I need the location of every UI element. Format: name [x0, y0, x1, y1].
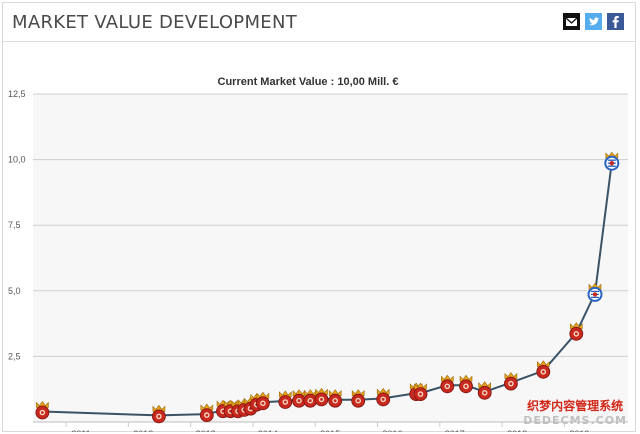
- club-crest-marker[interactable]: [413, 382, 428, 402]
- club-crest-marker[interactable]: [459, 374, 473, 394]
- x-tick-label: 2015: [320, 429, 340, 432]
- x-tick-label: 2013: [196, 429, 216, 432]
- y-tick-label: 7,5: [8, 220, 21, 230]
- club-crest-marker[interactable]: [351, 389, 366, 408]
- club-crest-marker[interactable]: [314, 387, 329, 407]
- club-crest-marker[interactable]: [503, 372, 518, 391]
- club-crest-marker[interactable]: [255, 391, 270, 411]
- x-tick-label: 2014: [258, 429, 278, 432]
- club-crest-marker[interactable]: [151, 404, 166, 424]
- x-tick-label: 2016: [382, 429, 402, 432]
- club-crest-marker[interactable]: [569, 322, 584, 341]
- y-tick-label: 2,5: [8, 351, 21, 361]
- club-crest-marker[interactable]: [376, 387, 391, 407]
- card-header: MARKET VALUE DEVELOPMENT: [3, 3, 635, 42]
- club-crest-marker[interactable]: [536, 360, 551, 379]
- club-crest-marker[interactable]: [292, 389, 306, 408]
- series-line: [42, 162, 613, 417]
- y-tick-label: 10,0: [8, 155, 26, 165]
- espanyol-crest-marker[interactable]: [587, 282, 603, 302]
- market-value-chart: Current Market Value : 10,00 Mill. € 12,…: [3, 42, 635, 432]
- plot-area: [33, 94, 628, 422]
- club-crest-marker[interactable]: [199, 403, 214, 423]
- watermark: 织梦内容管理系统 DEDECMS.COM: [523, 397, 627, 427]
- x-tick-label: 2018: [507, 429, 527, 432]
- x-tick-label: 2017: [445, 429, 465, 432]
- y-tick-label: 5,0: [8, 286, 21, 296]
- club-crest-marker[interactable]: [278, 390, 293, 409]
- chart-title: Current Market Value : 10,00 Mill. €: [218, 76, 399, 88]
- club-crest-marker[interactable]: [477, 381, 492, 400]
- x-tick-label: 2012: [133, 429, 153, 432]
- club-crest-marker[interactable]: [440, 374, 455, 394]
- espanyol-crest-marker[interactable]: [604, 151, 620, 171]
- y-tick-label: 12,5: [8, 89, 26, 99]
- chart-svg: Current Market Value : 10,00 Mill. € 12,…: [8, 76, 628, 432]
- watermark-line1: 织梦内容管理系统: [527, 399, 624, 413]
- card-title: MARKET VALUE DEVELOPMENT: [12, 12, 298, 33]
- twitter-icon[interactable]: [585, 13, 602, 30]
- watermark-line2: DEDECMS.COM: [523, 414, 627, 427]
- mail-icon[interactable]: [563, 13, 580, 30]
- club-crest-marker[interactable]: [328, 389, 343, 408]
- club-crest-marker[interactable]: [35, 401, 50, 420]
- x-tick-label: 2011: [71, 429, 90, 432]
- facebook-icon[interactable]: [607, 13, 624, 30]
- x-tick-label: 2019: [569, 429, 589, 432]
